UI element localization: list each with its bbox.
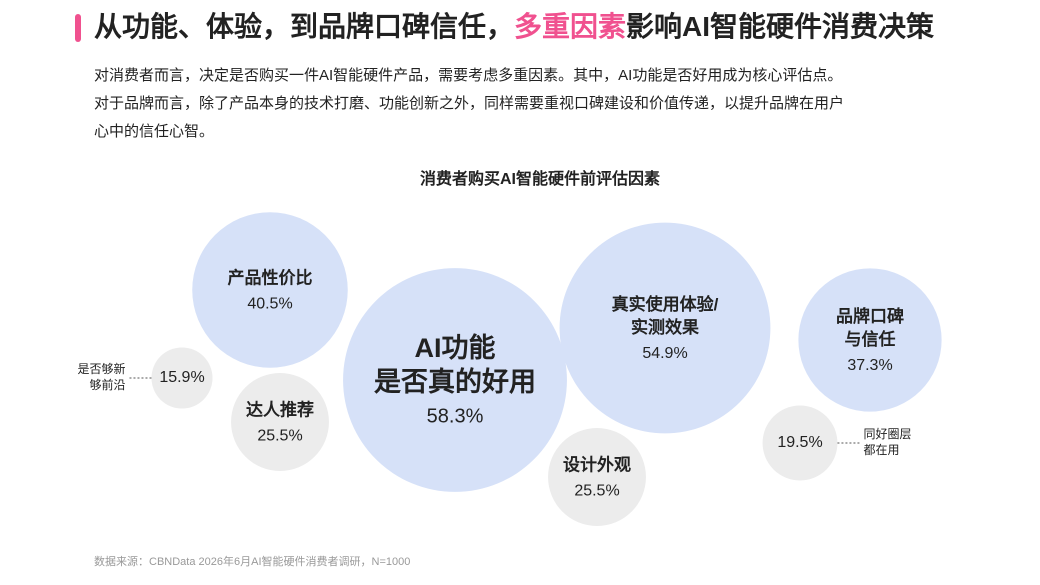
bubble — [798, 268, 942, 412]
category-label: 达人推荐 — [246, 399, 314, 419]
value-label: 25.5% — [574, 483, 619, 500]
bubble — [231, 373, 329, 471]
category-label: 品牌口碑 — [836, 306, 904, 326]
bubble — [151, 347, 213, 409]
category-label: 真实使用体验/ — [612, 294, 719, 314]
value-label: 40.5% — [247, 296, 292, 313]
category-label: 产品性价比 — [228, 267, 313, 287]
category-label: 设计外观 — [563, 454, 631, 474]
value-label: 19.5% — [777, 434, 822, 451]
bubble — [192, 212, 348, 368]
paragraph-line: 对消费者而言，决定是否购买一件AI智能硬件产品，需要考虑多重因素。其中，AI功能… — [94, 66, 842, 84]
page-title: 从功能、体验，到品牌口碑信任，多重因素影响AI智能硬件消费决策 — [94, 10, 934, 42]
category-label: AI功能 — [415, 332, 496, 363]
bubble — [559, 222, 771, 434]
category-label: 都在用 — [863, 443, 899, 457]
category-label: 实测效果 — [631, 317, 699, 337]
value-label: 15.9% — [159, 369, 204, 386]
bubble — [343, 268, 567, 492]
category-label: 够前沿 — [89, 377, 125, 392]
source: 数据来源：CBNData 2026年6月AI智能硬件消费者调研，N=1000 — [94, 554, 410, 568]
title-accent — [75, 14, 81, 42]
title-highlight: 多重因素 — [514, 11, 626, 42]
category-label: 与信任 — [845, 329, 896, 349]
bubble — [762, 405, 838, 481]
value-label: 25.5% — [257, 428, 302, 445]
value-label: 58.3% — [427, 405, 484, 427]
title-part: 从功能、体验，到品牌口碑信任， — [94, 10, 514, 42]
paragraph-line: 心中的信任心智。 — [94, 122, 214, 140]
title-part: 影响AI智能硬件消费决策 — [626, 10, 934, 42]
category-label: 是否真的好用 — [374, 366, 536, 397]
chart-title: 消费者购买AI智能硬件前评估因素 — [420, 169, 660, 188]
value-label: 54.9% — [642, 345, 687, 362]
category-label: 是否够新 — [77, 361, 125, 376]
bubble — [548, 428, 646, 526]
category-label: 同好圈层 — [863, 427, 911, 441]
paragraph-line: 对于品牌而言，除了产品本身的技术打磨、功能创新之外，同样需要重视口碑建设和价值传… — [94, 95, 844, 112]
value-label: 37.3% — [847, 357, 892, 374]
